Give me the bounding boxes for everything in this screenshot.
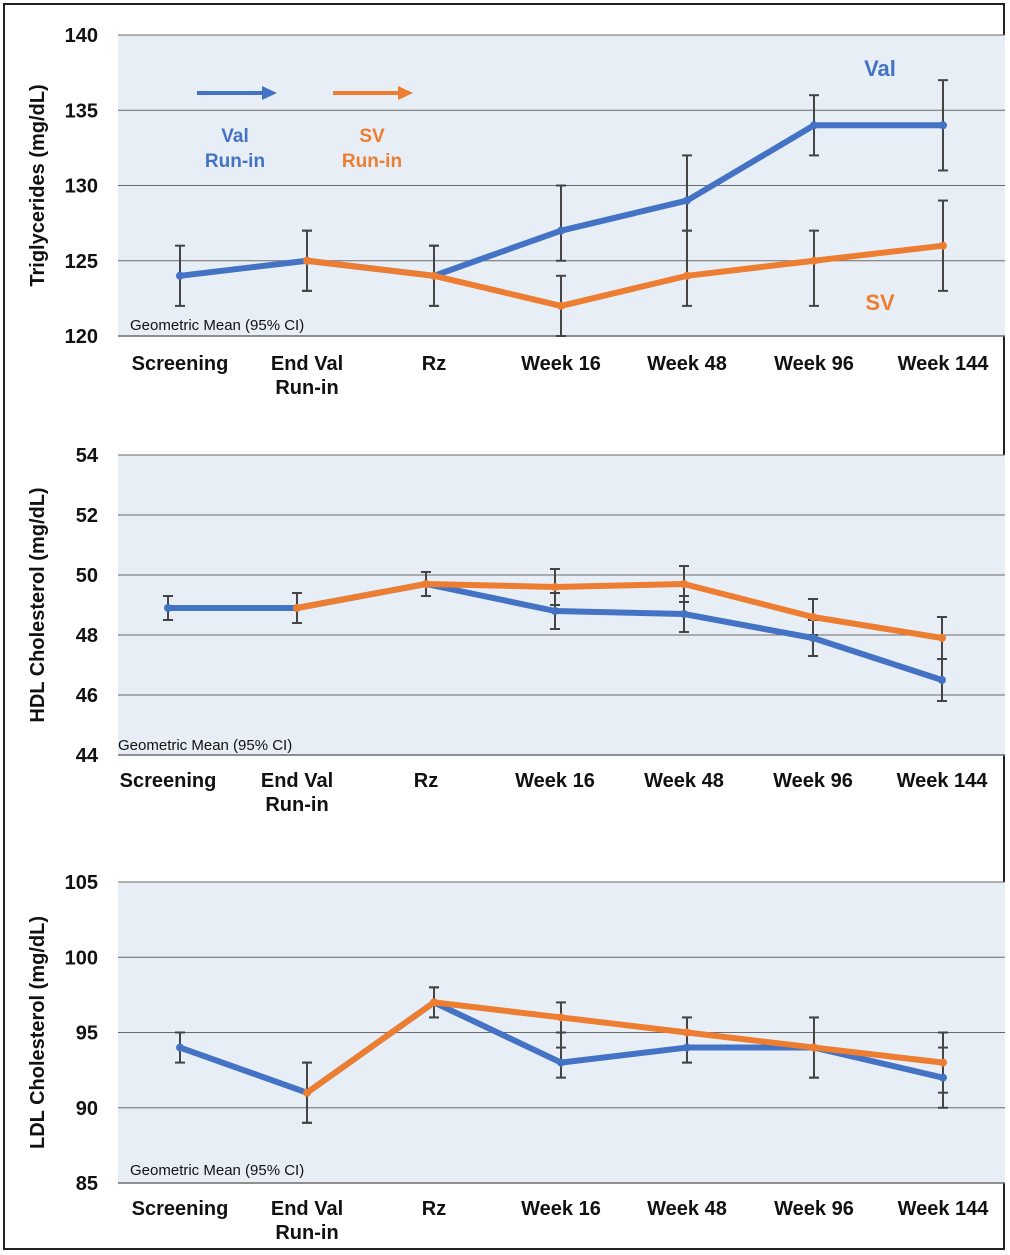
stat-note: Geometric Mean (95% CI) <box>130 1162 304 1179</box>
x-tick-label: End Val <box>271 353 343 375</box>
y-axis-label: Triglycerides (mg/dL) <box>27 84 49 286</box>
y-tick-label: 140 <box>65 25 98 47</box>
x-tick-label: Run-in <box>265 794 328 816</box>
data-point-sv <box>430 998 438 1007</box>
sv-runin-label: SV <box>359 126 385 147</box>
data-point-val <box>809 634 817 642</box>
data-point-val <box>939 121 947 130</box>
sv-arrow-head-icon <box>398 86 413 100</box>
series-label-sv: SV <box>865 290 895 315</box>
x-tick-label: Week 48 <box>647 353 727 375</box>
data-point-sv <box>557 1013 565 1022</box>
data-point-sv <box>810 256 818 265</box>
y-tick-label: 54 <box>76 445 99 467</box>
x-tick-label: Screening <box>132 1198 229 1220</box>
y-tick-label: 48 <box>76 625 98 647</box>
x-tick-label: Week 16 <box>515 770 595 792</box>
data-point-sv <box>303 1088 311 1097</box>
y-tick-label: 120 <box>65 326 98 348</box>
y-tick-label: 105 <box>65 872 98 894</box>
data-point-val <box>164 604 172 612</box>
val-runin-label: Run-in <box>205 151 265 172</box>
data-point-sv <box>680 580 688 588</box>
x-tick-label: End Val <box>271 1198 343 1220</box>
data-point-sv <box>303 256 311 265</box>
y-tick-label: 125 <box>65 251 98 273</box>
y-tick-label: 50 <box>76 565 98 587</box>
x-tick-label: Run-in <box>275 377 338 399</box>
sv-runin-label: Run-in <box>342 151 402 172</box>
x-tick-label: Week 144 <box>897 770 989 792</box>
y-tick-label: 135 <box>65 100 98 122</box>
x-tick-label: Rz <box>422 1198 446 1220</box>
x-tick-label: Week 16 <box>521 1198 601 1220</box>
series-label-val: Val <box>864 56 896 81</box>
y-tick-label: 85 <box>76 1173 98 1195</box>
data-point-val <box>683 1043 691 1052</box>
x-tick-label: Run-in <box>275 1222 338 1244</box>
x-tick-label: Week 144 <box>898 353 990 375</box>
x-tick-label: Rz <box>414 770 438 792</box>
x-tick-label: Week 48 <box>647 1198 727 1220</box>
series-line-sv <box>294 581 945 641</box>
x-tick-label: Week 144 <box>898 1198 990 1220</box>
y-tick-label: 90 <box>76 1098 98 1120</box>
data-point-sv <box>939 1058 947 1067</box>
data-point-sv <box>430 271 438 280</box>
data-point-sv <box>938 634 946 642</box>
y-tick-label: 46 <box>76 685 98 707</box>
series-line-sv <box>304 999 946 1096</box>
data-point-sv <box>293 604 301 612</box>
data-point-sv <box>551 583 559 591</box>
y-tick-label: 52 <box>76 505 98 527</box>
stat-note: Geometric Mean (95% CI) <box>118 737 292 754</box>
x-tick-label: End Val <box>261 770 333 792</box>
data-point-val <box>683 196 691 205</box>
x-tick-label: Rz <box>422 353 446 375</box>
data-point-sv <box>557 301 565 310</box>
data-point-sv <box>422 580 430 588</box>
data-point-val <box>939 1073 947 1082</box>
data-point-val <box>938 676 946 684</box>
y-axis-label: LDL Cholesterol (mg/dL) <box>27 916 49 1149</box>
y-tick-label: 130 <box>65 176 98 198</box>
x-tick-label: Screening <box>120 770 217 792</box>
data-point-sv <box>683 271 691 280</box>
x-tick-label: Week 16 <box>521 353 601 375</box>
data-point-val <box>680 610 688 618</box>
val-runin-label: Val <box>221 126 248 147</box>
data-point-val <box>557 1058 565 1067</box>
data-point-val <box>557 226 565 235</box>
data-point-sv <box>809 613 817 621</box>
x-tick-label: Week 96 <box>774 353 854 375</box>
val-arrow-head-icon <box>262 86 277 100</box>
data-point-val <box>176 1043 184 1052</box>
y-tick-label: 95 <box>76 1023 98 1045</box>
x-tick-label: Week 48 <box>644 770 724 792</box>
data-point-sv <box>810 1043 818 1052</box>
data-point-val <box>810 121 818 130</box>
series-line-sv <box>304 242 946 309</box>
x-tick-label: Week 96 <box>774 1198 854 1220</box>
x-tick-label: Screening <box>132 353 229 375</box>
data-point-sv <box>683 1028 691 1037</box>
data-point-sv <box>939 241 947 250</box>
data-point-val <box>176 271 184 280</box>
y-axis-label: HDL Cholesterol (mg/dL) <box>27 487 49 722</box>
x-tick-label: Week 96 <box>773 770 853 792</box>
y-tick-label: 100 <box>65 947 98 969</box>
data-point-val <box>551 607 559 615</box>
stat-note: Geometric Mean (95% CI) <box>130 317 304 334</box>
y-tick-label: 44 <box>76 745 99 767</box>
